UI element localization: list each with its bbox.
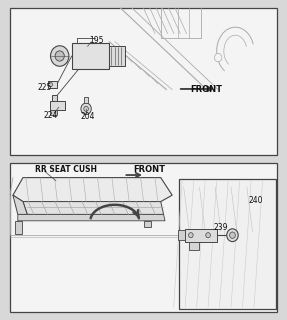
Bar bbox=[179, 179, 276, 309]
Circle shape bbox=[49, 82, 53, 87]
Bar bbox=[10, 163, 277, 312]
Bar bbox=[84, 97, 88, 103]
Circle shape bbox=[230, 232, 235, 238]
Polygon shape bbox=[13, 195, 27, 214]
Bar bbox=[72, 43, 109, 69]
Text: FRONT: FRONT bbox=[133, 165, 165, 174]
Bar bbox=[10, 8, 277, 155]
Circle shape bbox=[55, 51, 64, 61]
Circle shape bbox=[51, 46, 69, 66]
Circle shape bbox=[189, 233, 193, 238]
Text: 239: 239 bbox=[214, 223, 228, 232]
Text: FRONT: FRONT bbox=[191, 85, 223, 94]
Bar bbox=[189, 242, 199, 250]
Circle shape bbox=[227, 229, 238, 242]
Text: 204: 204 bbox=[80, 112, 95, 121]
Circle shape bbox=[206, 233, 210, 238]
Text: 195: 195 bbox=[89, 36, 103, 44]
Bar bbox=[178, 230, 185, 240]
Bar bbox=[50, 110, 57, 115]
Circle shape bbox=[214, 53, 222, 62]
Circle shape bbox=[84, 106, 88, 111]
Polygon shape bbox=[18, 214, 165, 221]
Text: 225: 225 bbox=[37, 83, 52, 92]
Bar bbox=[48, 81, 57, 88]
Polygon shape bbox=[144, 221, 151, 227]
Bar bbox=[185, 229, 217, 242]
Text: 224: 224 bbox=[43, 111, 57, 120]
Bar bbox=[109, 46, 125, 66]
Text: RR SEAT CUSH: RR SEAT CUSH bbox=[35, 165, 97, 174]
Text: 240: 240 bbox=[249, 196, 263, 204]
Circle shape bbox=[81, 103, 91, 115]
Polygon shape bbox=[23, 202, 164, 214]
Bar bbox=[50, 101, 65, 110]
Polygon shape bbox=[15, 221, 22, 234]
Bar bbox=[52, 95, 57, 101]
Polygon shape bbox=[13, 178, 172, 202]
